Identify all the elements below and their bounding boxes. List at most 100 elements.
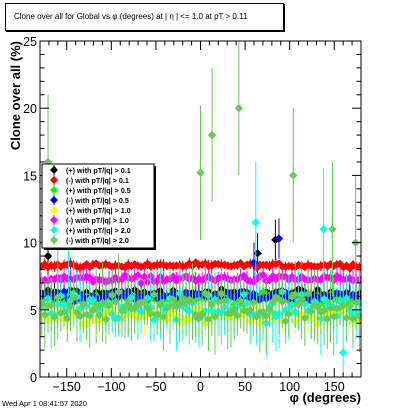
data-point [50, 312, 59, 322]
data-point [355, 312, 361, 321]
data-point [230, 304, 239, 313]
y-tick-label: 15 [23, 169, 37, 183]
data-point [274, 234, 284, 243]
data-point [253, 249, 262, 258]
data-point [169, 272, 178, 281]
data-point [59, 307, 69, 316]
data-point [169, 295, 178, 304]
data-point [307, 307, 316, 316]
data-point [258, 270, 268, 280]
y-tick-label: 25 [23, 35, 37, 49]
x-tick-label: 50 [238, 380, 252, 394]
data-point [351, 298, 361, 307]
data-point [43, 251, 53, 261]
data-point [156, 299, 165, 309]
data-point [338, 348, 348, 358]
data-point [79, 299, 88, 308]
data-point [204, 314, 213, 324]
data-point [188, 297, 197, 306]
data-point [146, 309, 155, 318]
data-point [213, 297, 223, 306]
data-point [251, 218, 260, 227]
data-point [140, 297, 149, 306]
data-point [165, 301, 175, 311]
data-point [323, 314, 332, 324]
data-point [303, 289, 313, 299]
data-point [233, 311, 242, 320]
data-point [236, 298, 245, 307]
data-point [262, 311, 271, 321]
legend-entry-label: (-) with pT/|q| > 0.5 [66, 196, 129, 205]
data-point [149, 290, 159, 299]
data-point [75, 312, 85, 321]
data-point [143, 259, 152, 268]
x-tick-label: 0 [197, 380, 204, 394]
data-point [300, 313, 310, 323]
data-point [140, 272, 149, 281]
data-point [246, 306, 255, 315]
data-point [201, 259, 210, 268]
data-point [207, 300, 216, 309]
data-point [326, 303, 335, 313]
data-point [197, 309, 207, 319]
legend-marker [50, 236, 58, 244]
legend-marker [50, 196, 58, 204]
title-box: Clone over all for Global vs φ (degrees)… [5, 3, 284, 31]
data-point [342, 313, 351, 323]
data-point [328, 224, 337, 234]
legend-box [41, 163, 155, 249]
data-point [319, 224, 328, 234]
x-tick-label: 150 [324, 380, 345, 394]
data-point [290, 290, 300, 299]
data-point [220, 296, 229, 306]
data-point [101, 315, 111, 324]
data-point [133, 271, 143, 280]
data-point [265, 305, 274, 314]
legend-marker [50, 226, 58, 234]
legend-marker [50, 176, 58, 184]
data-point [69, 293, 78, 302]
legend-entry-label: (-) with pT/|q| > 1.0 [66, 216, 129, 225]
data-point [66, 302, 75, 311]
data-point [40, 299, 46, 309]
data-point [234, 104, 244, 113]
data-point [91, 302, 101, 311]
x-tick-label: −50 [145, 380, 166, 394]
data-point [98, 298, 107, 307]
data-point [40, 259, 50, 269]
data-point [85, 311, 94, 320]
legend-marker [50, 216, 58, 224]
data-point [217, 289, 226, 298]
x-axis-label: φ (degrees) [290, 390, 361, 405]
legend-entry-label: (+) with pT/|q| > 1.0 [66, 206, 131, 215]
data-point [196, 168, 205, 177]
y-tick-label: 10 [23, 237, 37, 251]
data-point [95, 311, 104, 320]
data-point [108, 290, 117, 300]
legend-marker [50, 206, 58, 214]
data-point [159, 312, 168, 321]
legend-entry-label: (-) with pT/|q| > 2.0 [66, 236, 129, 245]
data-point [47, 301, 56, 310]
data-point [152, 310, 162, 319]
data-point [111, 297, 120, 306]
data-point [284, 310, 293, 319]
data-point [108, 262, 117, 272]
data-point [143, 304, 152, 313]
datestamp: Wed Apr 1 08:41:57 2020 [2, 399, 87, 408]
data-point [85, 273, 94, 283]
data-point [207, 130, 217, 140]
data-layer [40, 41, 361, 377]
data-point [345, 301, 354, 310]
data-point [210, 312, 220, 321]
y-axis-label: Clone over all (%) [8, 41, 23, 150]
data-point [133, 261, 143, 270]
data-point [297, 295, 306, 304]
data-point [289, 171, 298, 180]
legend-entry-label: (+) with pT/|q| > 0.1 [66, 166, 131, 175]
data-point [136, 279, 146, 288]
data-point [339, 301, 348, 310]
data-point [40, 310, 50, 319]
data-point [329, 312, 338, 321]
